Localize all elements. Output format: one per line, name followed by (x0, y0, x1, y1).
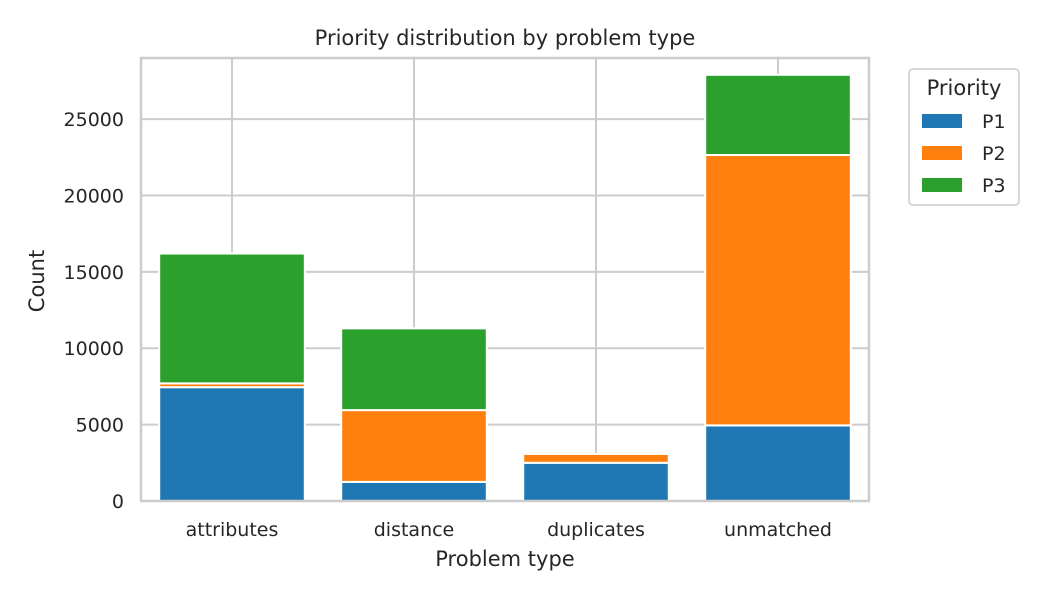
y-tick-label: 0 (112, 491, 124, 513)
y-tick-label: 10000 (64, 338, 124, 360)
legend-swatch-p2 (922, 146, 962, 160)
legend: Priority P1 P2 P3 (908, 68, 1020, 206)
bar-unmatched-p2 (704, 154, 852, 427)
bar-duplicates-p2 (522, 452, 670, 464)
y-tick-label: 15000 (64, 262, 124, 284)
y-tick-label: 25000 (64, 109, 124, 131)
bar-distance-p1 (340, 480, 488, 503)
y-axis-label: Count (25, 250, 49, 312)
bar-attributes-p1 (158, 386, 306, 502)
bar-distance-p3 (340, 327, 488, 412)
x-tick-label: distance (374, 519, 455, 541)
x-tick-label: duplicates (547, 519, 645, 541)
bar-distance-p2 (340, 409, 488, 483)
x-tick-label: attributes (186, 519, 279, 541)
legend-label-p1: P1 (982, 111, 1006, 133)
chart-title: Priority distribution by problem type (315, 26, 696, 50)
bar-unmatched-p1 (704, 424, 852, 503)
y-tick-label: 20000 (64, 185, 124, 207)
bars (158, 73, 852, 503)
legend-label-p3: P3 (982, 175, 1006, 197)
legend-swatch-p3 (922, 178, 962, 192)
legend-title: Priority (927, 76, 1002, 100)
bar-duplicates-p1 (522, 461, 670, 502)
x-tick-label: unmatched (724, 519, 832, 541)
legend-items: P1 P2 P3 (922, 111, 1006, 197)
y-axis-ticks: 0 5000 10000 15000 20000 25000 (64, 109, 124, 513)
y-tick-label: 5000 (76, 415, 124, 437)
plot-frame (139, 56, 871, 503)
legend-swatch-p1 (922, 114, 962, 128)
legend-label-p2: P2 (982, 143, 1006, 165)
legend-box (908, 68, 1020, 206)
x-axis-ticks: attributes distance duplicates unmatched (186, 519, 832, 541)
bar-unmatched-p3 (704, 73, 852, 157)
bar-attributes-p3 (158, 252, 306, 385)
x-axis-label: Problem type (435, 547, 574, 571)
